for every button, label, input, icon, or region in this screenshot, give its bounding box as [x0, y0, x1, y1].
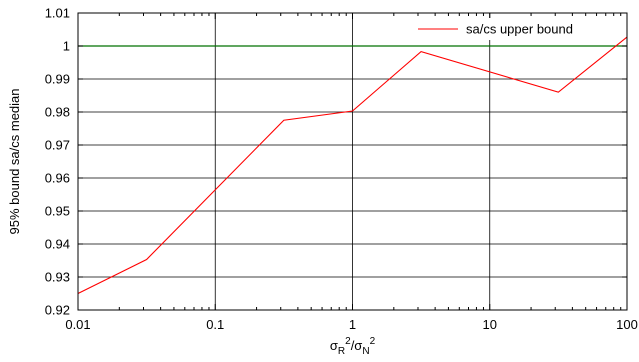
x-tick-label: 0.1 [206, 317, 224, 332]
y-tick-label: 0.93 [45, 270, 70, 285]
x-axis-label-slash-sigma: /σ [351, 338, 363, 353]
y-tick-label: 0.99 [45, 72, 70, 87]
x-axis-label-sub-r: R [338, 346, 345, 357]
legend-label-sa-cs-upper-bound: sa/cs upper bound [466, 22, 573, 37]
y-tick-label: 0.98 [45, 105, 70, 120]
x-tick-label: 0.01 [65, 317, 90, 332]
y-tick-label: 0.97 [45, 138, 70, 153]
y-tick-label: 0.94 [45, 237, 70, 252]
y-tick-label: 0.95 [45, 204, 70, 219]
y-tick-labels: 0.92 0.93 0.94 0.95 0.96 0.97 0.98 0.99 1 1.01 [45, 6, 70, 318]
legend: sa/cs upper bound [408, 18, 620, 40]
grid-lines [78, 13, 627, 310]
x-tick-label: 1 [349, 317, 356, 332]
x-tick-label: 100 [616, 317, 638, 332]
axis-ticks [77, 12, 628, 311]
y-tick-label: 0.92 [45, 303, 70, 318]
series-line-sa-cs-upper-bound [77, 36, 628, 294]
x-axis-label-sigma-r: σ [330, 338, 338, 353]
legend-background [408, 18, 620, 40]
x-axis-label: σR2/σN2 [330, 336, 376, 357]
x-tick-label: 10 [483, 317, 497, 332]
x-axis-label-sup-n: 2 [370, 336, 376, 347]
x-axis-label-sup-r: 2 [345, 336, 351, 347]
y-axis-label: 95% bound sa/cs median [7, 89, 22, 235]
x-tick-labels: 0.01 0.1 1 10 100 [65, 317, 638, 332]
y-tick-label: 0.96 [45, 171, 70, 186]
y-tick-label: 1 [63, 39, 70, 54]
x-axis-label-sub-n: N [362, 346, 369, 357]
y-tick-label: 1.01 [45, 6, 70, 21]
